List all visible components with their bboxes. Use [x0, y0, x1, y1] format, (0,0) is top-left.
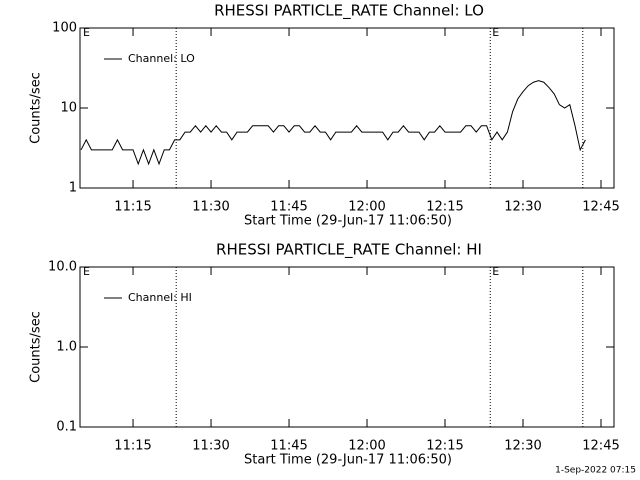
x-axis-label: Start Time (29-Jun-17 11:06:50) — [244, 453, 452, 468]
x-axis-label: Start Time (29-Jun-17 11:06:50) — [244, 214, 452, 229]
y-tick-label: 10 — [60, 101, 77, 116]
annotation: E — [83, 265, 90, 278]
data-line — [80, 80, 586, 166]
x-tick-label: 12:45 — [582, 439, 619, 454]
y-axis-label: Counts/sec — [29, 311, 44, 383]
x-tick-label: 12:00 — [348, 200, 385, 215]
x-tick-label: 11:30 — [192, 439, 229, 454]
x-tick-label: 11:30 — [192, 200, 229, 215]
y-tick-label: 10.0 — [48, 260, 77, 275]
footer: 1-Sep-2022 07:15 — [555, 466, 636, 476]
y-tick-label: 1 — [69, 181, 77, 196]
y-tick-label: 0.1 — [56, 420, 77, 435]
x-tick-label: 12:30 — [504, 200, 541, 215]
x-tick-label: 12:00 — [348, 439, 385, 454]
legend-label: Channel: HI — [128, 291, 192, 304]
y-tick-label: 1.0 — [56, 340, 77, 355]
x-tick-label: 12:30 — [504, 439, 541, 454]
legend-label: Channel: LO — [128, 52, 195, 65]
y-tick-label: 100 — [52, 21, 77, 36]
chart-title: RHESSI PARTICLE_RATE Channel: HI — [216, 241, 482, 260]
x-tick-label: 12:15 — [426, 200, 463, 215]
x-tick-label: 11:15 — [114, 200, 151, 215]
y-axis-label: Counts/sec — [29, 72, 44, 144]
annotation: E — [83, 26, 90, 39]
annotation: E — [492, 26, 499, 39]
annotation: E — [492, 265, 499, 278]
x-tick-label: 12:15 — [426, 439, 463, 454]
x-tick-label: 11:15 — [114, 439, 151, 454]
x-tick-label: 11:45 — [270, 200, 307, 215]
x-tick-label: 11:45 — [270, 439, 307, 454]
x-tick-label: 12:45 — [582, 200, 619, 215]
chart-title: RHESSI PARTICLE_RATE Channel: LO — [214, 2, 484, 21]
